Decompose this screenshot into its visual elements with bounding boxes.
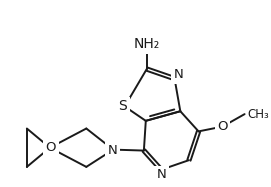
Text: CH₃: CH₃ bbox=[247, 108, 269, 121]
Text: NH₂: NH₂ bbox=[134, 37, 160, 51]
Text: S: S bbox=[118, 99, 127, 114]
Text: N: N bbox=[156, 168, 166, 181]
Text: N: N bbox=[107, 144, 117, 157]
Text: N: N bbox=[173, 68, 183, 81]
Text: O: O bbox=[46, 141, 56, 154]
Text: O: O bbox=[217, 120, 228, 133]
